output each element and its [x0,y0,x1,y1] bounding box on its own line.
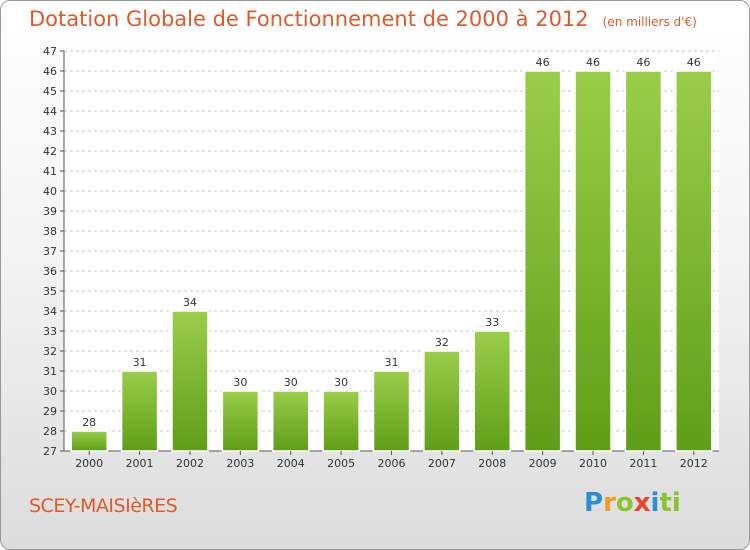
bar [473,330,512,452]
bar-value-label: 31 [385,356,399,369]
bar-value-label: 46 [586,56,600,69]
bar [171,310,209,452]
y-tick-label: 43 [43,125,57,138]
bar-value-label: 46 [536,56,550,69]
y-tick-label: 41 [43,165,57,178]
y-tick-label: 27 [43,445,57,458]
x-tick-label: 2012 [680,457,708,470]
logo-letter: i [671,488,681,518]
y-tick-label: 46 [43,65,57,78]
bar-value-label: 30 [284,376,298,389]
chart-unit: (en milliers d'€) [602,15,697,29]
bar-value-label: 46 [636,56,650,69]
x-tick-label: 2011 [629,457,657,470]
x-tick-label: 2004 [277,457,305,470]
y-tick-label: 42 [43,145,57,158]
y-tick-label: 45 [43,85,57,98]
bar-value-label: 30 [233,376,247,389]
logo-letter: i [650,488,660,518]
bar [423,350,461,452]
x-tick-label: 2006 [378,457,406,470]
logo-letter: r [603,488,616,518]
logo-letter: x [633,488,651,518]
y-tick-label: 44 [43,105,57,118]
bar [372,370,411,452]
y-tick-label: 30 [43,385,57,398]
y-tick-label: 29 [43,405,57,418]
proxiti-logo: Proxiti [584,488,681,518]
y-tick-label: 36 [43,265,57,278]
logo-letter: o [615,488,634,518]
bar-value-label: 30 [334,376,348,389]
bar-value-label: 46 [687,56,701,69]
bar [322,390,360,452]
y-tick-label: 40 [43,185,57,198]
x-tick-label: 2000 [75,457,103,470]
chart-title: Dotation Globale de Fonctionnement de 20… [29,7,697,31]
chart-title-text: Dotation Globale de Fonctionnement de 20… [29,7,589,31]
bar-value-label: 33 [485,316,499,329]
bar [271,390,310,452]
bar [221,390,260,452]
x-tick-label: 2003 [226,457,254,470]
y-tick-label: 38 [43,225,57,238]
logo-letter: P [584,488,604,518]
y-tick-label: 32 [43,345,57,358]
bar [70,430,108,452]
logo-letter: t [659,488,672,518]
x-tick-label: 2007 [428,457,456,470]
bar [574,70,612,452]
y-tick-label: 33 [43,325,57,338]
bar [523,70,562,452]
bar [120,370,159,452]
y-tick-label: 31 [43,365,57,378]
city-name: SCEY-MAISIèRES [29,495,178,517]
bar-value-label: 28 [82,416,96,429]
x-tick-label: 2002 [176,457,204,470]
bar-value-label: 31 [133,356,147,369]
y-tick-label: 37 [43,245,57,258]
x-tick-label: 2008 [478,457,506,470]
y-tick-label: 28 [43,425,57,438]
bar [624,70,663,452]
bar-value-label: 32 [435,336,449,349]
x-tick-label: 2001 [126,457,154,470]
y-tick-label: 47 [43,45,57,58]
x-tick-label: 2005 [327,457,355,470]
bar [675,70,713,452]
x-tick-label: 2009 [529,457,557,470]
y-tick-label: 35 [43,285,57,298]
x-tick-label: 2010 [579,457,607,470]
y-tick-label: 34 [43,305,57,318]
bar-value-label: 34 [183,296,197,309]
y-tick-label: 39 [43,205,57,218]
